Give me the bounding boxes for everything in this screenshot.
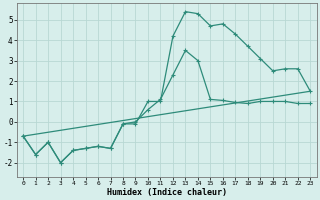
X-axis label: Humidex (Indice chaleur): Humidex (Indice chaleur) bbox=[107, 188, 227, 197]
